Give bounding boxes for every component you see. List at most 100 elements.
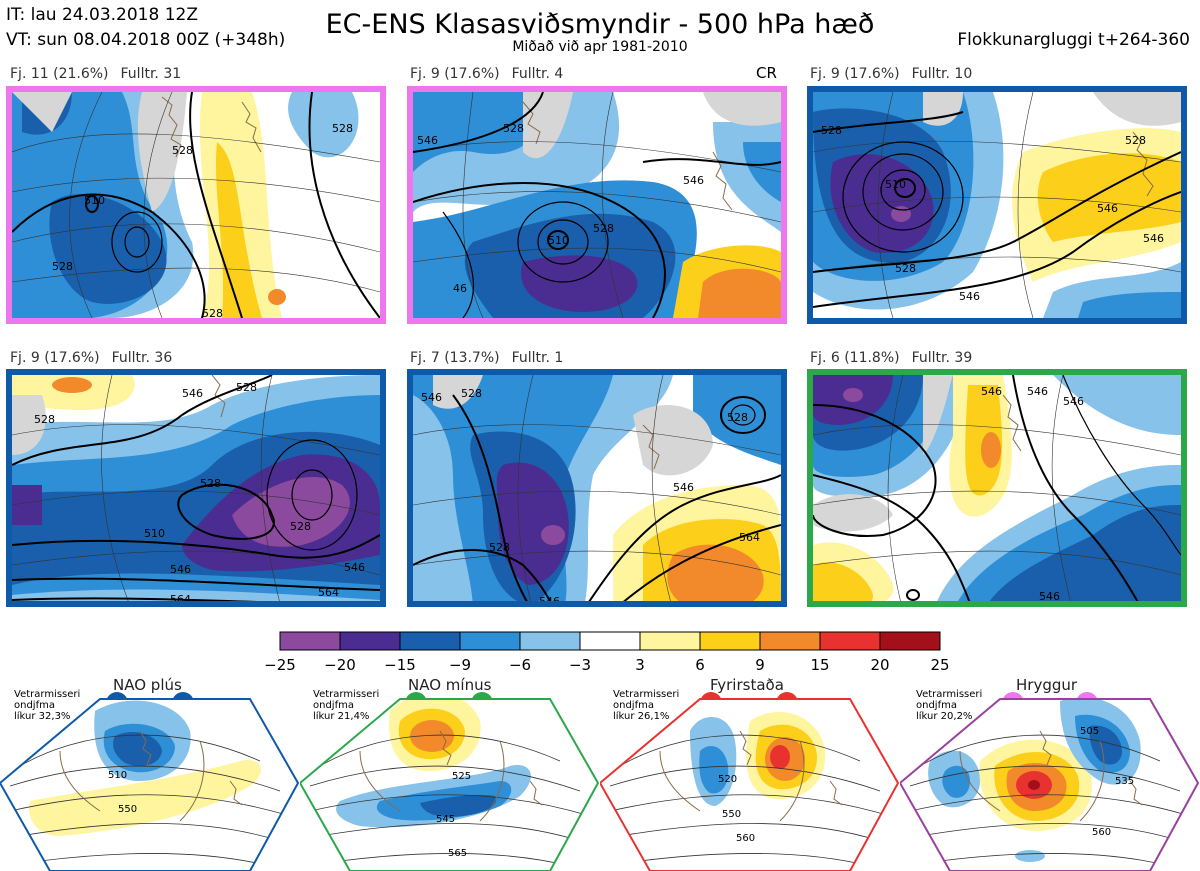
colorbar-cell <box>759 631 821 651</box>
cluster-map-1[interactable]: 510 528 528 528 528 54 <box>6 86 386 324</box>
regime-months: ondjfma <box>313 700 354 711</box>
regime-contour-label: 550 <box>722 809 741 820</box>
colorbar-tick-label: 9 <box>755 656 765 674</box>
contour-label: 528 <box>290 520 311 533</box>
contour-label: 546 <box>421 391 442 404</box>
contour-label: 528 <box>236 381 257 394</box>
contour-label: 510 <box>885 178 906 191</box>
regime-map-nao-plus: 510 550 <box>0 698 300 871</box>
clustering-window-label: Flokkunargluggi t+264-360 <box>957 30 1190 50</box>
panel-4-cluster: Fj. 9 (17.6%) <box>10 350 100 366</box>
contour-label: 546 <box>344 561 365 574</box>
colorbar-tick-label: −15 <box>384 656 416 674</box>
contour-label: 546 <box>981 385 1002 398</box>
panel-3-caption: Fj. 9 (17.6%) Fulltr. 10 <box>810 66 972 82</box>
regime-season: Vetrarmisseri <box>313 689 380 700</box>
contour-label: 510 <box>548 234 569 247</box>
colorbar-cell <box>819 631 881 651</box>
colorbar-tick-label: −25 <box>264 656 296 674</box>
contour-label: 546 <box>673 481 694 494</box>
cluster-map-6[interactable]: 546 546 546 546 <box>807 369 1187 607</box>
regime-probability: líkur 21,4% <box>313 711 370 722</box>
contour-label: 54 <box>613 601 627 607</box>
cluster-map-3[interactable]: 528 528 510 528 546 546 546 564 546 <box>807 86 1187 324</box>
contour-label: 564 <box>318 586 339 599</box>
colorbar-cell <box>279 631 341 651</box>
regime-contour-label: 520 <box>718 774 737 785</box>
cluster-map-5[interactable]: 546 528 528 528 546 564 546 54 <box>407 369 787 607</box>
regime-info-blocking: Vetrarmisseri ondjfma líkur 26,1% <box>613 689 679 722</box>
contour-label: 546 <box>1143 232 1164 245</box>
panel-3-representative: Fulltr. 10 <box>911 66 973 82</box>
contour-label: 528 <box>202 307 223 318</box>
regime-name-blocking: Fyrirstaða <box>710 676 784 694</box>
contour-label: 46 <box>453 282 467 295</box>
contour-label: 546 <box>1039 590 1060 603</box>
regime-name-nao-plus: NAO plús <box>113 676 182 694</box>
regime-season: Vetrarmisseri <box>916 689 983 700</box>
regime-info-ridge: Vetrarmisseri ondjfma líkur 20,2% <box>916 689 982 722</box>
regime-probability: líkur 26,1% <box>613 711 670 722</box>
regime-info-nao-minus: Vetrarmisseri ondjfma líkur 21,4% <box>313 689 379 722</box>
panel-2-cluster: Fj. 9 (17.6%) <box>410 66 500 82</box>
cluster-map-2[interactable]: 528 546 510 528 546 54 46 <box>407 86 787 324</box>
regime-map-nao-minus: 525 545 565 <box>300 698 600 871</box>
regime-probability: líkur 32,3% <box>14 711 71 722</box>
contour-label: 528 <box>34 413 55 426</box>
anomaly-colorbar <box>279 631 941 651</box>
colorbar-tick-label: 20 <box>870 656 890 674</box>
contour-label: 528 <box>593 222 614 235</box>
colorbar-tick-label: −9 <box>448 656 472 674</box>
colorbar-tick-label: 15 <box>810 656 830 674</box>
regime-contour-label: 560 <box>736 833 755 844</box>
climatology-subtitle: Miðað við apr 1981-2010 <box>512 39 688 55</box>
panel-1-representative: Fulltr. 31 <box>120 66 182 82</box>
colorbar-cell <box>879 631 941 651</box>
initial-time-label: IT: lau 24.03.2018 12Z <box>6 5 198 25</box>
regime-months: ondjfma <box>14 700 55 711</box>
panel-2-caption: Fj. 9 (17.6%) Fulltr. 4 <box>410 66 563 82</box>
regime-season: Vetrarmisseri <box>613 689 680 700</box>
colorbar-tick-label: −3 <box>568 656 592 674</box>
contour-label: 528 <box>172 144 193 157</box>
regime-contour-label: 550 <box>118 804 137 815</box>
contour-label: 546 <box>182 387 203 400</box>
colorbar-tick-label: 25 <box>930 656 950 674</box>
contour-label: 564 <box>170 593 191 606</box>
colorbar-tick-label: 6 <box>695 656 705 674</box>
contour-label: 528 <box>489 541 510 554</box>
colorbar-cell <box>459 631 521 651</box>
contour-label: 546 <box>683 174 704 187</box>
contour-label: 510 <box>84 194 105 207</box>
regime-contour-label: 560 <box>1092 827 1111 838</box>
contour-label: 546 <box>959 290 980 303</box>
contour-label: 564 <box>739 531 760 544</box>
contour-label: 546 <box>170 563 191 576</box>
panel-6-cluster: Fj. 6 (11.8%) <box>810 350 900 366</box>
contour-label: 528 <box>727 411 748 424</box>
panel-2-representative: Fulltr. 4 <box>511 66 564 82</box>
panel-4-caption: Fj. 9 (17.6%) Fulltr. 36 <box>10 350 172 366</box>
panel-5-cluster: Fj. 7 (13.7%) <box>410 350 500 366</box>
regime-contour-label: 505 <box>1080 726 1099 737</box>
contour-label: 546 <box>1097 202 1118 215</box>
colorbar-cell <box>639 631 701 651</box>
colorbar-cell <box>579 631 641 651</box>
regime-months: ondjfma <box>613 700 654 711</box>
regime-contour-label: 510 <box>108 770 127 781</box>
panel-1-caption: Fj. 11 (21.6%) Fulltr. 31 <box>10 66 181 82</box>
regime-info-nao-plus: Vetrarmisseri ondjfma líkur 32,3% <box>14 689 80 722</box>
panel-1-cluster: Fj. 11 (21.6%) <box>10 66 109 82</box>
panel-3-cluster: Fj. 9 (17.6%) <box>810 66 900 82</box>
panel-4-representative: Fulltr. 36 <box>111 350 173 366</box>
panel-5-caption: Fj. 7 (13.7%) Fulltr. 1 <box>410 350 563 366</box>
contour-label: 546 <box>417 134 438 147</box>
cluster-map-4[interactable]: 528 546 528 528 528 546 546 564 564 510 <box>6 369 386 607</box>
control-run-badge: CR <box>756 64 777 82</box>
contour-label: 510 <box>144 527 165 540</box>
contour-label: 546 <box>1027 385 1048 398</box>
colorbar-cell <box>339 631 401 651</box>
regime-months: ondjfma <box>916 700 957 711</box>
regime-probability: líkur 20,2% <box>916 711 973 722</box>
regime-contour-label: 565 <box>448 848 467 859</box>
